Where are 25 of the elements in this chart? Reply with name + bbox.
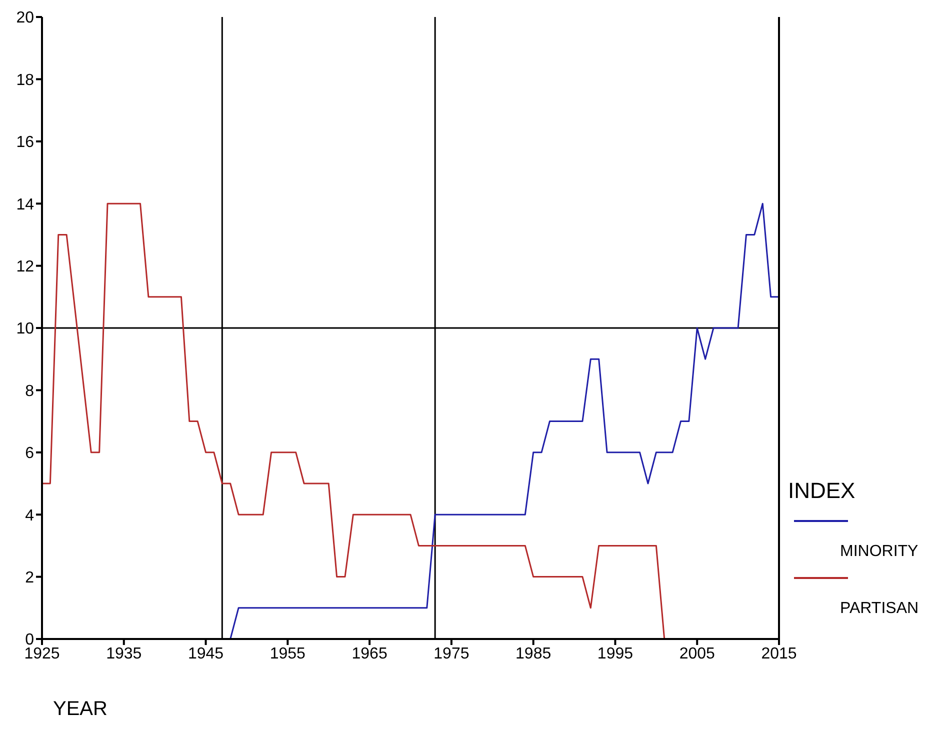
- y-tick-label: 12: [16, 258, 34, 276]
- y-tick-label: 10: [16, 320, 34, 338]
- y-tick-label: 20: [16, 10, 34, 27]
- y-tick-label: 16: [16, 134, 34, 152]
- line-series: [42, 202, 666, 639]
- x-tick-label: 1945: [188, 645, 224, 662]
- y-tick-label: 14: [16, 196, 34, 214]
- x-tick-label: 1985: [516, 645, 552, 662]
- x-tick-label: 1995: [597, 645, 634, 662]
- y-tick-label: 4: [25, 507, 34, 524]
- x-tick-label: 1935: [106, 645, 142, 662]
- y-tick-label: 8: [25, 382, 34, 400]
- text: PARTISAN: [840, 600, 919, 618]
- x-tick-label: 2015: [761, 645, 797, 662]
- y-tick-label: 6: [25, 445, 34, 462]
- legend-title: INDEX: [788, 478, 856, 504]
- x-tick-label: 2005: [679, 645, 716, 662]
- x-tick-label: 1955: [270, 645, 306, 662]
- text: MINORITY: [840, 543, 919, 561]
- y-tick-label: 18: [16, 72, 34, 89]
- x-tick-label: 1965: [352, 645, 388, 662]
- x-tick-label: 1975: [434, 645, 470, 662]
- x-axis-title: YEAR: [53, 698, 108, 721]
- y-tick-label: 2: [25, 569, 34, 586]
- line-series: [230, 202, 779, 639]
